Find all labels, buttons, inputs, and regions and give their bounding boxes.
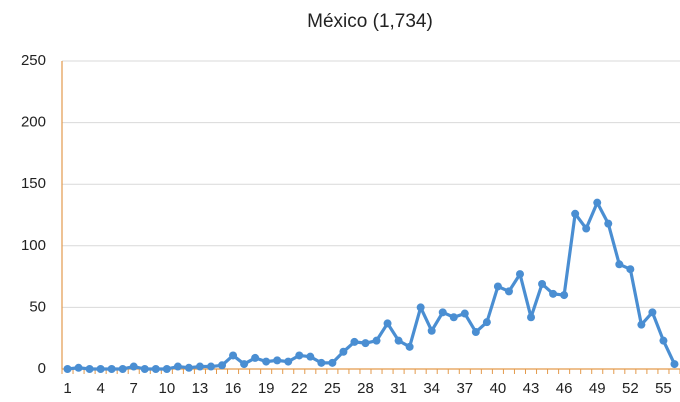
data-point (538, 279, 547, 288)
data-point (626, 265, 635, 274)
data-point (383, 319, 392, 328)
data-point (118, 365, 127, 373)
x-tick-label: 4 (96, 380, 104, 397)
data-point (571, 209, 580, 218)
data-point (295, 351, 304, 360)
data-point (74, 363, 83, 372)
x-tick-label: 40 (490, 380, 507, 397)
data-point (85, 365, 94, 373)
data-point (416, 303, 425, 312)
y-tick-label: 200 (21, 114, 46, 131)
x-tick-label: 46 (556, 380, 573, 397)
data-point (560, 291, 569, 300)
x-tick-label: 13 (192, 380, 209, 397)
x-tick-label: 28 (357, 380, 374, 397)
data-point (284, 357, 293, 366)
x-tick-label: 7 (130, 380, 138, 397)
data-point (350, 337, 359, 346)
data-point (460, 309, 469, 318)
data-point (317, 358, 326, 367)
data-point (515, 270, 524, 279)
x-tick-label: 55 (655, 380, 672, 397)
data-point (162, 365, 171, 373)
y-tick-label: 50 (29, 298, 46, 315)
x-tick-label: 22 (291, 380, 308, 397)
y-tick-label: 250 (21, 52, 46, 69)
data-point (394, 336, 403, 345)
data-point (107, 365, 116, 373)
data-point (670, 360, 679, 369)
data-point (251, 353, 260, 362)
chart-title: México (1,734) (307, 11, 433, 32)
x-tick-label: 43 (523, 380, 540, 397)
x-tick-label: 31 (390, 380, 407, 397)
x-tick-label: 1 (63, 380, 71, 397)
data-point (527, 313, 536, 322)
x-tick-label: 34 (423, 380, 440, 397)
data-point (438, 308, 447, 317)
data-point (449, 313, 458, 322)
data-point (218, 361, 227, 370)
x-tick-label: 19 (258, 380, 275, 397)
data-point (482, 318, 491, 327)
data-point (206, 362, 215, 371)
x-tick-label: 52 (622, 380, 639, 397)
data-point (372, 336, 381, 345)
data-point (229, 351, 238, 360)
data-point (96, 365, 105, 373)
y-tick-label: 150 (21, 175, 46, 192)
data-point (493, 282, 502, 291)
data-point (405, 342, 414, 351)
data-point (63, 365, 72, 373)
data-point (549, 289, 558, 298)
x-tick-label: 10 (158, 380, 175, 397)
data-point (328, 358, 337, 367)
data-point (151, 365, 160, 373)
data-point (637, 320, 646, 329)
data-point (129, 362, 138, 371)
data-point (195, 362, 204, 371)
data-point (273, 356, 282, 365)
data-point (604, 219, 613, 228)
data-point (648, 308, 657, 317)
data-point (593, 198, 602, 207)
data-point (306, 352, 315, 361)
data-point (339, 347, 348, 356)
y-tick-label: 100 (21, 237, 46, 254)
x-tick-label: 37 (456, 380, 473, 397)
data-point (184, 363, 193, 372)
x-tick-label: 25 (324, 380, 341, 397)
data-point (361, 339, 370, 348)
data-point (659, 336, 668, 345)
x-tick-label: 16 (225, 380, 242, 397)
data-point (615, 260, 624, 269)
data-point (140, 365, 149, 373)
data-point (582, 224, 591, 233)
data-point (262, 357, 271, 366)
data-point (471, 328, 480, 337)
y-tick-label: 0 (38, 360, 46, 377)
x-tick-label: 49 (589, 380, 606, 397)
data-point (240, 360, 249, 369)
data-point (427, 326, 436, 335)
data-point (173, 362, 182, 371)
data-point (504, 287, 513, 296)
